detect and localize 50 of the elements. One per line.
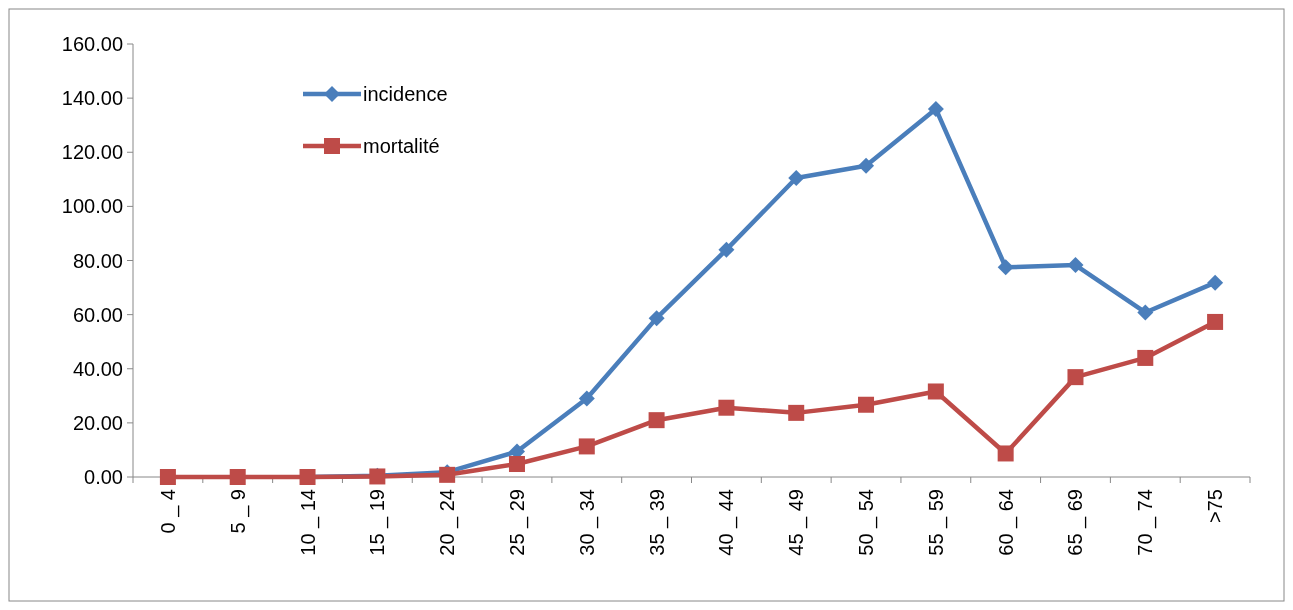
point (1207, 313, 1224, 330)
point (858, 396, 875, 413)
point (788, 169, 805, 186)
point (1067, 369, 1084, 386)
point (1207, 274, 1224, 291)
point (578, 438, 595, 455)
x-tick-label: 50 _ 54 (855, 489, 879, 556)
point (648, 310, 665, 327)
x-tick-label: 10 _ 14 (296, 489, 320, 556)
point (578, 390, 595, 407)
x-tick-label: 15 _ 19 (366, 489, 390, 556)
legend-label: mortalité (363, 135, 440, 157)
point (927, 100, 944, 117)
x-tick-label: 35 _ 39 (645, 489, 669, 556)
x-tick-label: 45 _ 49 (785, 489, 809, 556)
x-tick-label: 0 _ 4 (156, 489, 180, 534)
point (927, 383, 944, 400)
point (508, 456, 525, 473)
point (1137, 304, 1154, 321)
legend-label: incidence (363, 83, 448, 105)
point (997, 445, 1014, 462)
x-tick-label: 55 _ 59 (924, 489, 948, 556)
y-tick-label: 40.00 (72, 357, 123, 380)
point (788, 404, 805, 421)
point (159, 469, 176, 485)
point (1137, 349, 1154, 366)
point (1067, 257, 1084, 274)
x-tick-label: 65 _ 69 (1064, 489, 1088, 556)
point (229, 469, 246, 485)
x-tick-label: 25 _ 29 (505, 489, 529, 556)
y-tick-label: 140.00 (61, 87, 123, 110)
x-tick-label: 60 _ 64 (994, 489, 1018, 556)
y-tick-label: 100.00 (61, 195, 123, 218)
x-tick-label: 70 _ 74 (1134, 489, 1158, 556)
x-tick-label: 5 _ 9 (226, 489, 250, 534)
y-tick-label: 60.00 (72, 303, 123, 326)
y-tick-label: 120.00 (61, 141, 123, 164)
x-tick-label: 40 _ 44 (715, 489, 739, 556)
point (718, 399, 735, 416)
point (648, 412, 665, 429)
y-tick-label: 20.00 (72, 411, 123, 434)
y-tick-label: 0.00 (84, 466, 123, 488)
x-tick-label: >75 (1204, 489, 1227, 523)
point (718, 241, 735, 258)
y-tick-label: 160.00 (61, 33, 123, 55)
point (997, 259, 1014, 276)
x-tick-label: 30 _ 34 (575, 489, 599, 556)
x-tick-label: 20 _ 24 (436, 489, 460, 556)
y-tick-label: 80.00 (72, 249, 123, 272)
point (858, 157, 875, 174)
